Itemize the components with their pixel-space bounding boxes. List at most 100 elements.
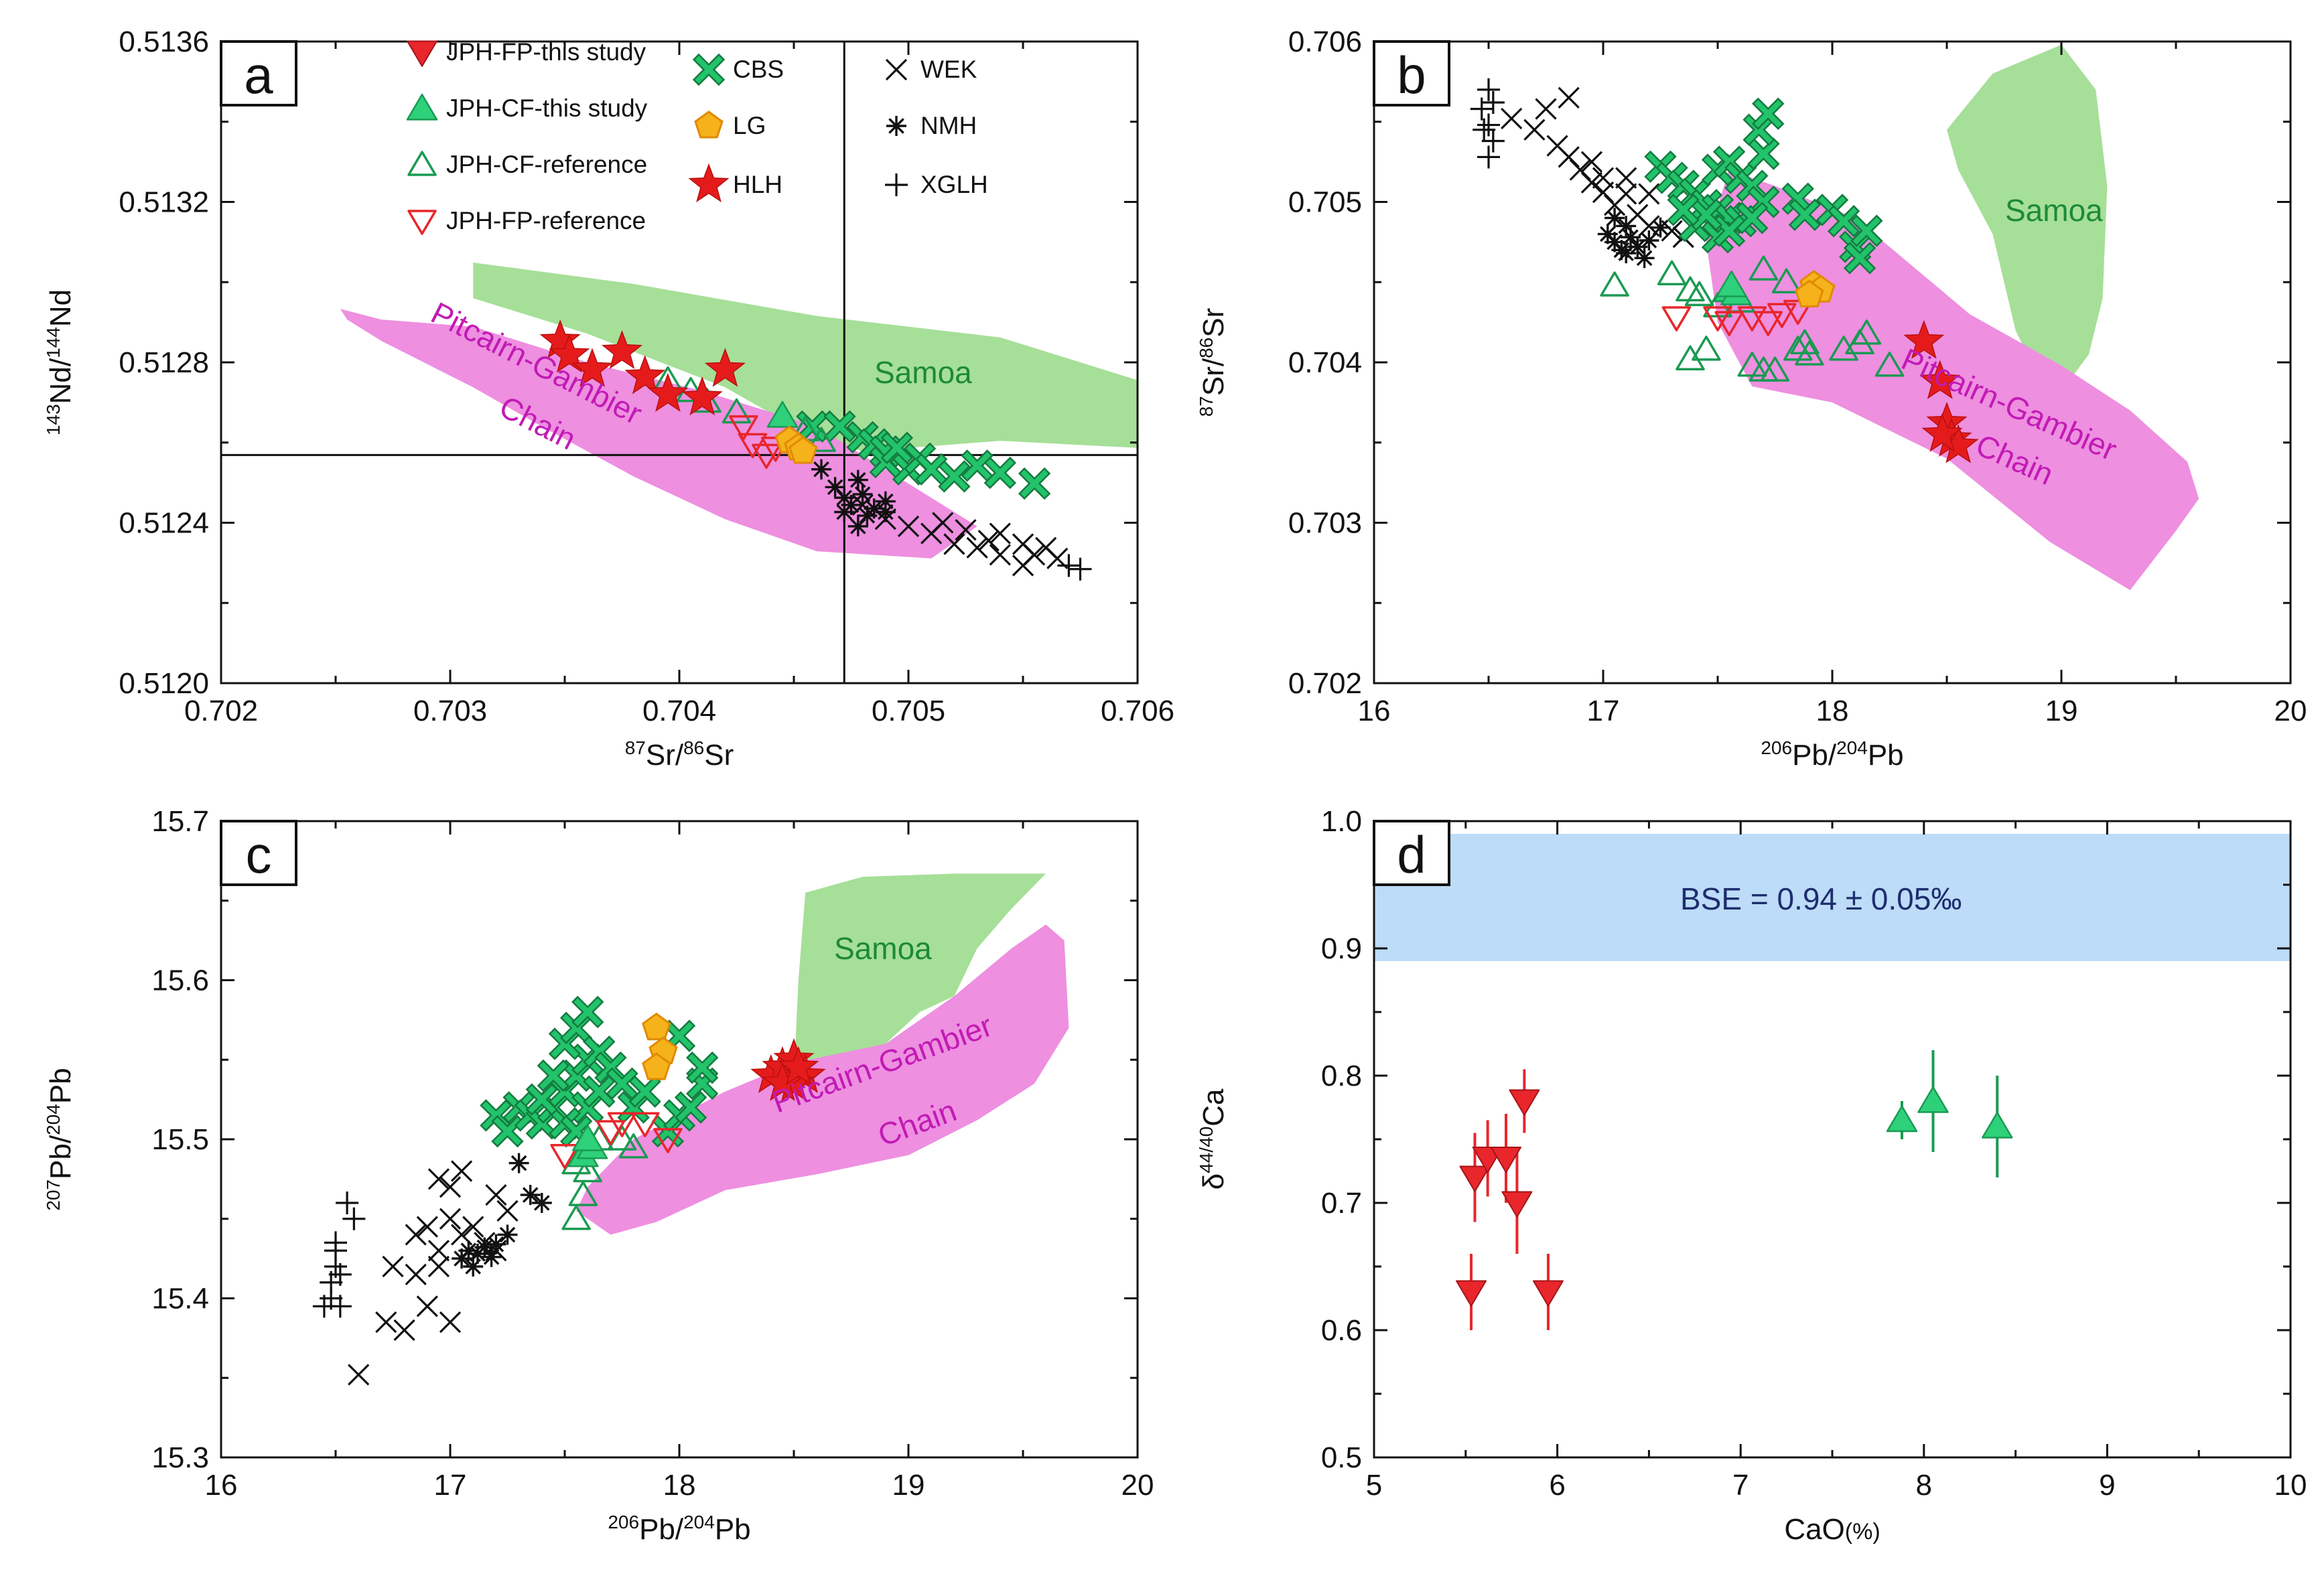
panel-b-letter-box: b <box>1373 40 1450 106</box>
y-axis-label-tail: Ca <box>1197 1088 1230 1127</box>
cbs-point <box>537 1059 570 1092</box>
x-tick-label: 19 <box>2045 695 2078 727</box>
jph-cf-ref-point <box>1676 276 1705 301</box>
jph-cf-ref-point <box>807 427 836 452</box>
jph-cf-this-point <box>1716 270 1747 297</box>
y-tick-label: 15.6 <box>151 964 209 997</box>
panel-a-marks <box>539 319 1092 581</box>
cbs-point <box>1843 242 1876 275</box>
axis-label-sup: 87 <box>1196 396 1217 417</box>
wek-point <box>405 1263 427 1286</box>
lg-point <box>642 1052 671 1080</box>
nmh-point <box>1627 236 1648 257</box>
wek-point <box>427 1240 450 1262</box>
panel-letter: d <box>1397 825 1426 884</box>
xglh-point <box>328 1263 352 1286</box>
x-tick-label: 0.704 <box>642 695 716 727</box>
panel-a-ylabel: 143Nd/144Nd <box>43 289 77 435</box>
axis-label-sup: 143 <box>43 404 64 435</box>
cbs-point <box>1018 467 1051 500</box>
x-axis-label-main: CaO <box>1784 1513 1844 1546</box>
wek-point <box>382 1255 404 1278</box>
axis-label-sup: 86 <box>683 737 704 758</box>
jph-cf-ref-point <box>1684 281 1714 307</box>
nmh-point <box>847 470 868 490</box>
axis-label-part: Pb <box>44 1068 77 1104</box>
jph-fp-this-point <box>1501 1191 1533 1218</box>
nmh-point <box>452 1248 472 1269</box>
y-axis-label-sup: 44/40 <box>1196 1127 1217 1173</box>
panel-a-regions <box>340 263 1138 559</box>
jph-fp-ref-point <box>596 1120 626 1145</box>
wek-point <box>1592 167 1615 189</box>
panel-c-letter-box: c <box>220 820 297 886</box>
panel-a-ticks: 0.702 0.703 0.704 0.705 0.706 0.5120 0.5124 0.5… <box>119 25 1174 727</box>
hlh-point <box>1919 360 1961 399</box>
y-tick-label: 0.706 <box>1288 25 1362 58</box>
y-tick-label: 0.703 <box>1288 507 1362 540</box>
panel-b-ticks: 16 17 18 19 20 0.702 0.703 0.704 0.705 0.706 <box>1288 25 2307 727</box>
panel-a-legend: JPH-FP-this study JPH-CF-this study JPH-CF… <box>406 38 988 235</box>
y-tick-label: 0.5136 <box>119 25 209 58</box>
jph-cf-ref-point <box>1760 356 1790 382</box>
panel-letter: c <box>246 825 272 884</box>
nmh-point <box>1634 248 1655 269</box>
y-tick-label: 0.5124 <box>119 507 209 540</box>
wek-point <box>1615 167 1637 189</box>
cbs-point <box>1752 97 1785 130</box>
legend-lg-symbol <box>694 111 724 139</box>
panel-letter-frame <box>1373 40 1450 106</box>
panel-d-ylabel: δ44/40Ca <box>1196 1088 1230 1190</box>
legend-jph-fp-ref-symbol <box>407 210 437 235</box>
cbs-point <box>571 995 604 1029</box>
wek-point <box>439 1176 462 1198</box>
x-tick-label: 19 <box>892 1469 925 1502</box>
panel-a: 0.702 0.703 0.704 0.705 0.706 0.5120 0.5124 0.5… <box>43 25 1174 772</box>
axis-label-sup: 207 <box>43 1179 64 1211</box>
panel-b-xlabel: 206Pb/204Pb <box>1761 737 1903 772</box>
y-tick-label: 0.7 <box>1321 1187 1362 1220</box>
axis-label-sup: 144 <box>43 327 64 358</box>
legend-lg-label: LG <box>733 112 766 139</box>
nmh-point <box>811 459 831 480</box>
jph-cf-ref-point <box>1657 260 1687 286</box>
wek-point <box>851 494 874 516</box>
axis-label-part: Pb/ <box>639 1513 684 1546</box>
axis-label-sup: 206 <box>608 1512 639 1532</box>
legend-jph-fp-this-symbol <box>407 40 437 67</box>
y-tick-label: 0.702 <box>1288 667 1362 700</box>
xglh-point <box>1057 554 1081 577</box>
wek-point <box>416 1216 438 1238</box>
hlh-point <box>704 348 746 387</box>
panel-letter: a <box>244 46 273 104</box>
y-axis-label: 143Nd/144Nd <box>43 289 77 435</box>
y-axis-label-main: δ <box>1197 1173 1230 1190</box>
lg-point <box>1795 279 1824 307</box>
panel-letter: b <box>1397 46 1426 104</box>
jph-fp-ref-point <box>1714 311 1744 336</box>
xglh-point <box>342 1207 366 1230</box>
jph-cf-ref-point <box>1676 345 1705 370</box>
y-tick-label: 0.5128 <box>119 346 209 379</box>
nmh-point <box>520 1185 541 1206</box>
wek-point <box>348 1364 370 1386</box>
x-tick-label: 6 <box>1549 1469 1565 1502</box>
x-tick-label: 16 <box>205 1469 238 1502</box>
panel-b-ylabel: 87Sr/86Sr <box>1196 308 1230 417</box>
panel-c-samoa-label: Samoa <box>834 931 932 966</box>
wek-point <box>1023 544 1046 566</box>
cbs-point <box>663 1019 696 1052</box>
xglh-point <box>1481 129 1505 153</box>
jph-fp-ref-point <box>1767 303 1797 328</box>
wek-point <box>943 533 965 555</box>
nmh-point <box>508 1153 529 1173</box>
jph-fp-ref-point <box>1661 306 1692 332</box>
axis-label-part: Pb <box>1868 739 1904 772</box>
wek-point <box>496 1200 519 1222</box>
nmh-point <box>1639 230 1659 250</box>
xglh-point <box>1473 118 1496 141</box>
panel-a-xlabel: 87Sr/86Sr <box>625 737 734 772</box>
wek-point <box>1501 107 1523 130</box>
panel-d-ticks: 5 6 7 8 9 10 0.5 0.6 0.7 0.8 0.9 1.0 <box>1321 805 2307 1502</box>
panel-letter-frame <box>220 820 297 886</box>
